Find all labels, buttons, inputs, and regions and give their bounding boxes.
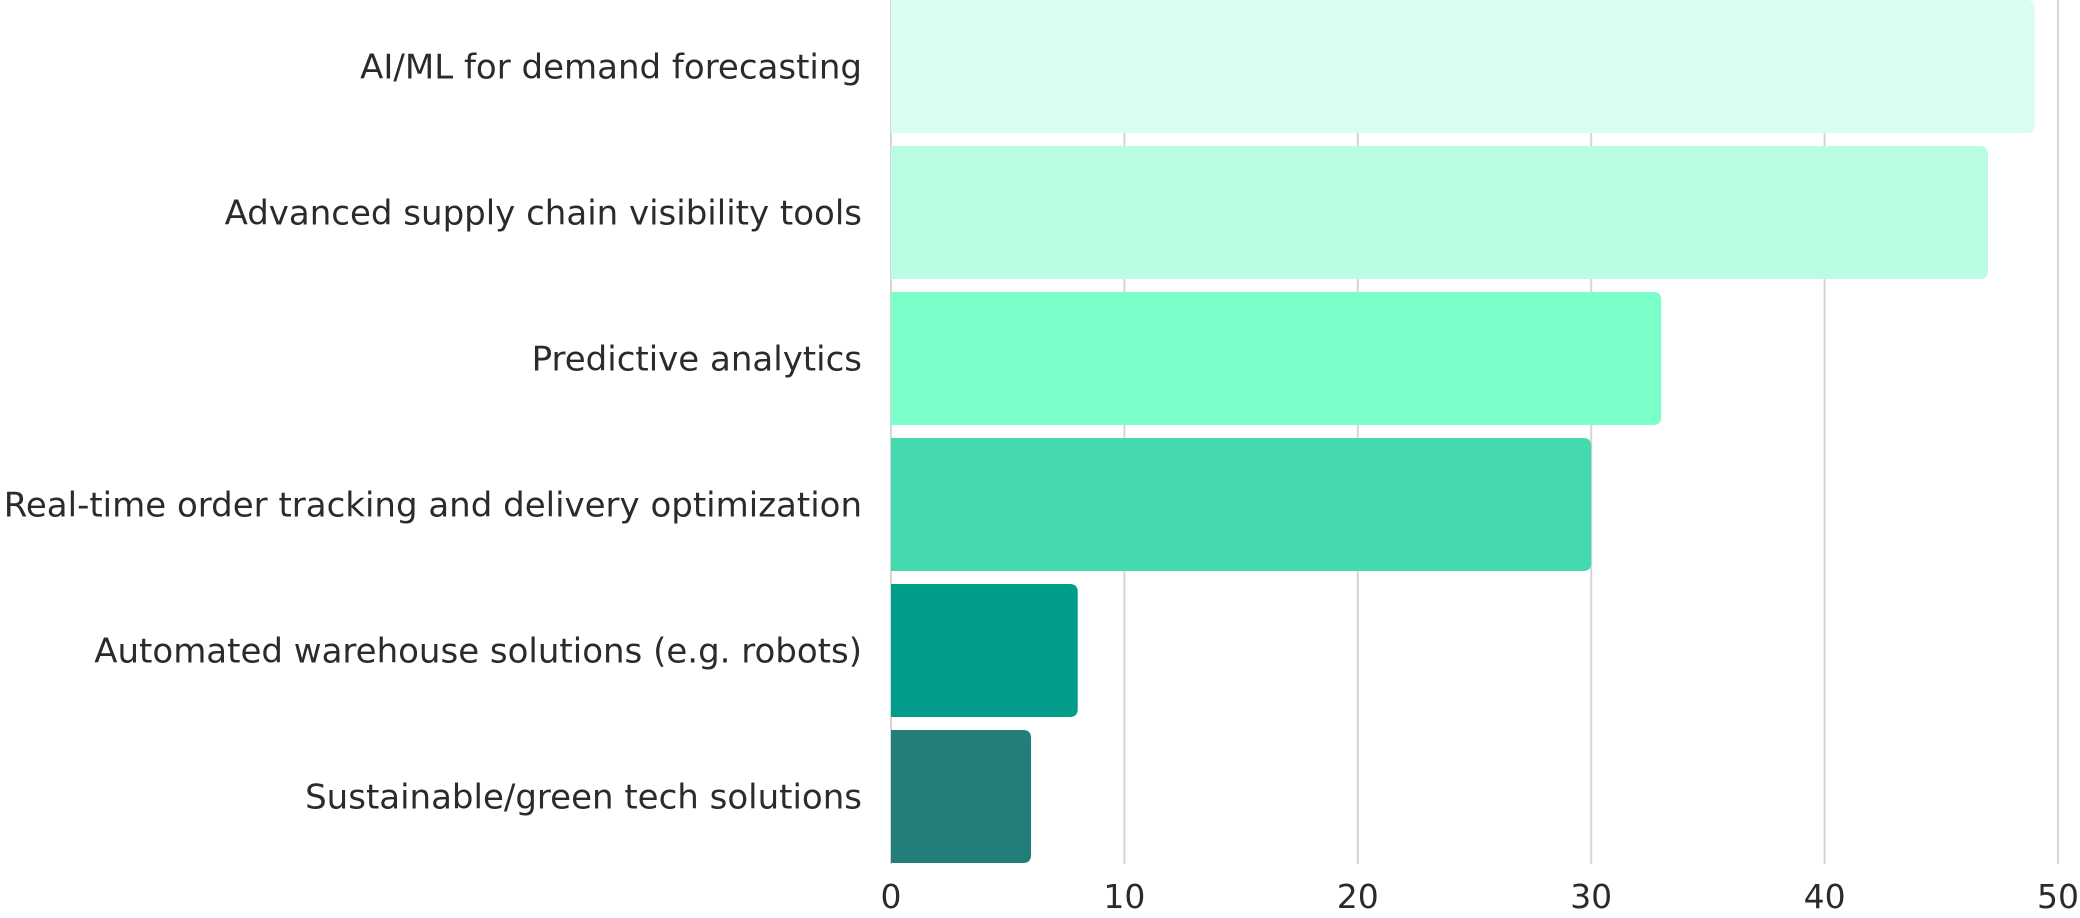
category-label: Real-time order tracking and delivery op… [4, 486, 862, 526]
bar [891, 292, 1662, 425]
category-label: Predictive analytics [532, 340, 862, 380]
x-tick-label: 20 [1337, 877, 1379, 914]
grid-lines [890, 0, 2059, 864]
bar [891, 146, 1988, 279]
bar [891, 584, 1078, 717]
x-tick-label: 10 [1103, 877, 1145, 914]
bars [891, 0, 2035, 863]
x-tick-label: 50 [2037, 877, 2079, 914]
category-labels: AI/ML for demand forecasting Advanced sup… [4, 48, 862, 818]
category-label: Automated warehouse solutions (e.g. robo… [94, 632, 862, 672]
x-tick-label: 30 [1570, 877, 1612, 914]
category-label: AI/ML for demand forecasting [360, 48, 862, 88]
bar [891, 438, 1592, 571]
bar [891, 730, 1032, 863]
category-label: Advanced supply chain visibility tools [225, 194, 862, 234]
x-axis-ticks: 0 10 20 30 40 50 [881, 877, 2080, 916]
x-tick-label: 40 [1804, 877, 1846, 914]
category-label: Sustainable/green tech solutions [305, 778, 862, 818]
bar [891, 0, 2035, 133]
x-tick-label: 0 [881, 877, 902, 914]
